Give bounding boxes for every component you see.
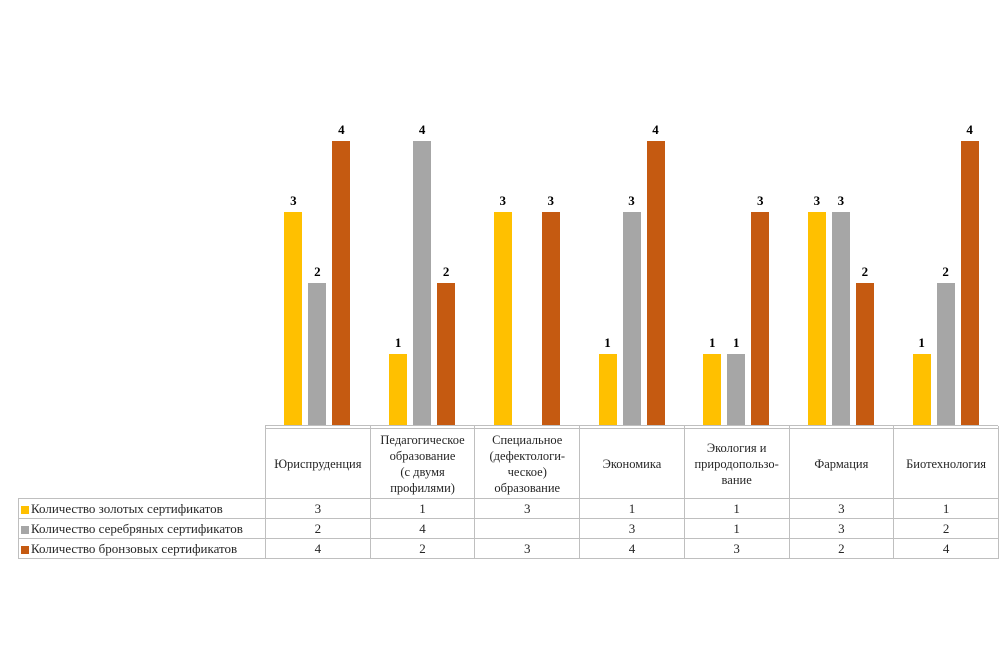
bar-bronze-6 — [855, 283, 874, 425]
value-cell-gold-6: 3 — [788, 498, 895, 519]
bar-bronze-5 — [751, 212, 770, 425]
bar-value-label: 3 — [756, 193, 764, 208]
value-cell-bronze-2: 2 — [369, 538, 476, 559]
value-cell-bronze-3: 3 — [474, 538, 581, 559]
bar-gold-6 — [807, 212, 826, 425]
value-cell-gold-7: 1 — [893, 498, 999, 519]
axis-tick — [893, 426, 894, 428]
bar-silver-7 — [936, 283, 955, 425]
bar-value-label: 1 — [604, 335, 611, 350]
bar-value-label: 3 — [290, 193, 297, 208]
axis-tick — [265, 426, 266, 428]
column-header-4: Экономика — [579, 428, 685, 499]
bar-bronze-2 — [437, 283, 456, 425]
bar-silver-1 — [308, 283, 327, 425]
axis-tick — [789, 426, 790, 428]
bar-gold-2 — [389, 354, 408, 425]
bar-value-label: 3 — [837, 193, 845, 208]
series-row-header-silver: Количество серебряных сертификатов — [18, 518, 266, 539]
bar-value-label: 3 — [813, 193, 821, 208]
value-cell-silver-3 — [474, 518, 581, 539]
bar-bronze-3 — [541, 212, 560, 425]
bar-value-label: 4 — [338, 122, 345, 137]
legend-key-bronze-icon — [21, 545, 29, 554]
value-cell-silver-2: 4 — [369, 518, 476, 539]
bar-gold-3 — [493, 212, 512, 425]
value-cell-silver-6: 3 — [788, 518, 895, 539]
value-cell-gold-4: 1 — [579, 498, 685, 519]
bar-bronze-4 — [646, 141, 665, 425]
axis-tick — [579, 426, 580, 428]
table-corner-cell — [19, 429, 266, 499]
value-cell-gold-5: 1 — [683, 498, 790, 519]
bar-gold-7 — [912, 354, 931, 425]
series-row-header-bronze: Количество бронзовых сертификатов — [18, 538, 266, 559]
value-cell-bronze-4: 4 — [579, 538, 685, 559]
value-cell-gold-2: 1 — [369, 498, 476, 519]
plot-area: 3 1 3 1 1 3 1 2 4 3 1 3 2 4 2 3 4 3 2 4 — [265, 20, 998, 425]
series-name: Количество серебряных сертификатов — [31, 520, 243, 536]
bar-value-label: 4 — [652, 122, 659, 137]
bar-silver-2 — [413, 141, 432, 425]
table-header-row: Юриспруденция Педагогическое образование … — [19, 428, 999, 499]
bar-gold-4 — [598, 354, 617, 425]
series-name: Количество золотых сертификатов — [31, 500, 223, 516]
data-table: Юриспруденция Педагогическое образование … — [18, 428, 999, 559]
bar-value-label: 2 — [314, 264, 321, 279]
bar-value-label: 1 — [708, 335, 716, 350]
value-cell-silver-1: 2 — [265, 518, 371, 539]
axis-tick — [370, 426, 371, 428]
bar-value-label: 3 — [499, 193, 507, 208]
bar-value-label: 1 — [732, 335, 740, 350]
column-header-1: Юриспруденция — [265, 428, 371, 499]
axis-tick — [684, 426, 685, 428]
column-header-3: Специальное (дефектологи- ческое) образо… — [474, 428, 581, 499]
column-header-7: Биотехнология — [893, 428, 999, 499]
bar-silver-5 — [727, 354, 746, 425]
table-row-gold: Количество золотых сертификатов 3 1 3 1 1 3 1 — [18, 498, 999, 519]
bar-bronze-1 — [332, 141, 351, 425]
bar-value-label: 2 — [861, 264, 869, 279]
value-cell-silver-7: 2 — [893, 518, 999, 539]
category-axis-line — [265, 425, 998, 426]
bar-gold-1 — [284, 212, 303, 425]
value-cell-silver-4: 3 — [579, 518, 685, 539]
value-cell-silver-5: 1 — [683, 518, 790, 539]
value-cell-gold-1: 3 — [265, 498, 371, 519]
value-cell-bronze-6: 2 — [788, 538, 895, 559]
column-header-6: Фармация — [788, 428, 895, 499]
table-row-silver: Количество серебряных сертификатов 2 4 3 1 3 2 — [18, 518, 999, 539]
value-cell-bronze-1: 4 — [265, 538, 371, 559]
bar-value-label: 2 — [442, 264, 450, 279]
bar-value-label: 2 — [942, 264, 949, 279]
axis-tick — [474, 426, 475, 428]
bar-gold-5 — [703, 354, 722, 425]
bar-value-label: 4 — [418, 122, 426, 137]
table-row-bronze: Количество бронзовых сертификатов 4 2 3 4 3 2 4 — [18, 538, 999, 559]
column-header-5: Экология и природопользо- вание — [683, 428, 790, 499]
value-cell-bronze-7: 4 — [893, 538, 999, 559]
bar-value-label: 4 — [966, 122, 973, 137]
bar-value-label: 3 — [547, 193, 555, 208]
series-name: Количество бронзовых сертификатов — [31, 540, 238, 556]
axis-tick — [998, 426, 999, 428]
bar-value-label: 1 — [918, 335, 925, 350]
bar-silver-6 — [831, 212, 850, 425]
bar-value-label: 1 — [394, 335, 402, 350]
bar-bronze-7 — [960, 141, 979, 425]
legend-key-gold-icon — [21, 505, 29, 514]
bar-silver-4 — [622, 212, 641, 425]
legend-key-silver-icon — [21, 525, 29, 534]
bar-value-label: 3 — [628, 193, 635, 208]
column-header-2: Педагогическое образование (с двумя проф… — [369, 428, 476, 499]
value-cell-bronze-5: 3 — [683, 538, 790, 559]
value-cell-gold-3: 3 — [474, 498, 581, 519]
series-row-header-gold: Количество золотых сертификатов — [18, 498, 266, 519]
